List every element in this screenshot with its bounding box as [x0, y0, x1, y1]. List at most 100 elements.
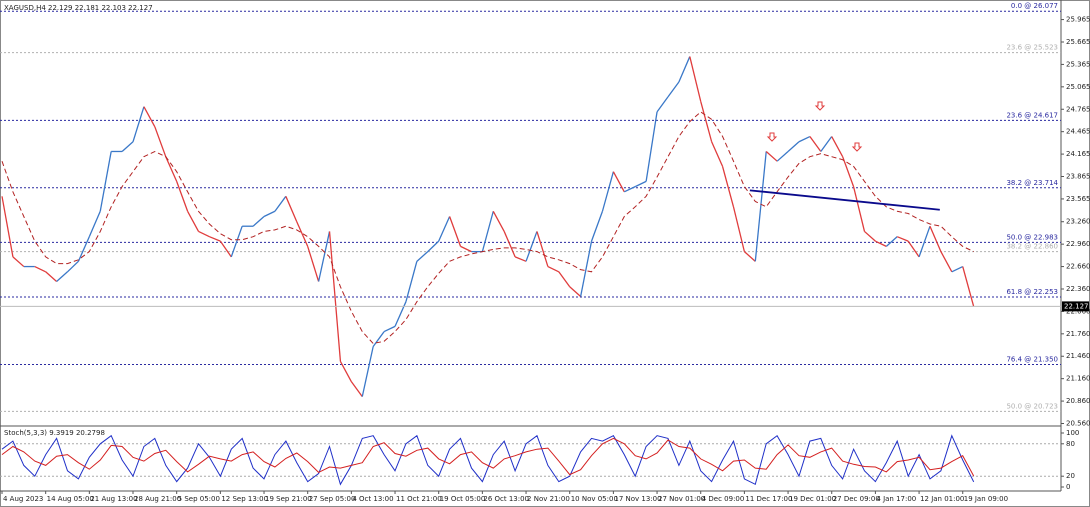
- price-segment: [558, 271, 571, 288]
- price-segment: [45, 271, 58, 282]
- price-segment: [940, 251, 953, 273]
- price-segment: [285, 196, 298, 222]
- price-segment: [187, 210, 200, 232]
- price-segment: [754, 151, 767, 262]
- price-segment: [852, 186, 866, 232]
- x-tick-label: 2 Nov 21:00: [527, 495, 570, 503]
- price-segment: [885, 236, 898, 247]
- price-segment: [579, 241, 593, 297]
- fib-label: 38.2 @ 23.714: [1006, 179, 1058, 187]
- chart-title: XAGUSD,H4 22.129 22.181 22.103 22.127: [4, 4, 153, 12]
- price-segment: [590, 211, 604, 242]
- price-segment: [209, 236, 221, 242]
- price-segment: [219, 240, 232, 258]
- price-segment: [460, 245, 472, 253]
- price-segment: [907, 240, 920, 258]
- price-segment: [263, 210, 276, 218]
- price-segment: [656, 96, 669, 113]
- neckline: [749, 189, 940, 211]
- x-tick-label: 11 Dec 17:00: [745, 495, 792, 503]
- price-segment: [514, 256, 527, 262]
- price-segment: [765, 150, 778, 162]
- y-tick-label: 0: [1066, 483, 1070, 491]
- y-tick-label: 80: [1066, 440, 1075, 448]
- price-segment: [864, 230, 876, 242]
- price-segment: [165, 156, 178, 182]
- price-segment: [198, 230, 210, 238]
- y-tick-label: 23.260: [1066, 218, 1090, 226]
- price-segment: [132, 106, 145, 142]
- price-segment: [700, 101, 713, 142]
- fib-label: 0.0 @ 26.077: [1011, 2, 1058, 10]
- y-tick-label: 25.965: [1066, 16, 1090, 24]
- price-segment: [405, 261, 418, 302]
- fib-label: 38.2 @ 22.860: [1006, 243, 1058, 251]
- y-tick-label: 20.560: [1066, 420, 1090, 428]
- x-tick-label: 19 Oct 05:00: [440, 495, 486, 503]
- price-segment: [176, 181, 189, 212]
- price-segment: [525, 231, 538, 262]
- price-segment: [547, 265, 560, 273]
- series-line: [1, 111, 974, 345]
- x-tick-label: 12 Sep 13:00: [221, 495, 268, 503]
- price-segment: [350, 381, 363, 397]
- price-segment: [787, 141, 800, 152]
- x-tick-label: 19 Sep 21:00: [265, 495, 312, 503]
- x-tick-label: 28 Aug 21:00: [134, 495, 181, 503]
- price-segment: [372, 331, 385, 347]
- price-segment: [383, 325, 396, 333]
- y-tick-label: 24.765: [1066, 105, 1090, 113]
- y-tick-label: 25.065: [1066, 83, 1090, 91]
- price-segment: [929, 225, 942, 252]
- price-segment: [798, 135, 811, 143]
- price-segment: [361, 346, 374, 397]
- price-segment: [721, 166, 735, 207]
- price-segment: [896, 236, 909, 242]
- fib-label: 23.6 @ 24.617: [1006, 111, 1058, 119]
- x-tick-label: 4 Dec 09:00: [702, 495, 745, 503]
- y-tick-label: 22.060: [1066, 307, 1090, 315]
- price-segment: [634, 180, 647, 188]
- price-segment: [449, 216, 462, 247]
- price-segment: [88, 211, 101, 237]
- x-tick-label: 4 Jan 17:00: [876, 495, 916, 503]
- price-segment: [667, 81, 680, 98]
- price-segment: [1, 196, 14, 257]
- y-tick-label: 25.665: [1066, 38, 1090, 46]
- price-segment: [831, 136, 844, 158]
- price-segment: [394, 301, 407, 327]
- x-tick-label: 12 Jan 01:00: [920, 495, 964, 503]
- y-tick-label: 22.960: [1066, 240, 1090, 248]
- chart-title: Stoch(5,3,3) 9.3919 20.2798: [4, 429, 105, 437]
- price-segment: [328, 231, 342, 362]
- y-tick-label: 25.365: [1066, 60, 1090, 68]
- y-tick-label: 21.160: [1066, 375, 1090, 383]
- price-segment: [307, 246, 320, 282]
- price-segment: [711, 141, 724, 167]
- x-tick-label: 26 Oct 13:00: [483, 495, 529, 503]
- fib-label: 61.8 @ 22.253: [1006, 288, 1058, 296]
- price-segment: [820, 136, 833, 152]
- shoulder-marker: [766, 132, 778, 142]
- x-tick-label: 4 Aug 2023: [3, 495, 43, 503]
- price-segment: [601, 171, 615, 212]
- price-segment: [99, 151, 112, 212]
- last-price-label: 22.127: [1064, 302, 1089, 310]
- price-segment: [77, 236, 90, 262]
- pattern-markers: [766, 101, 863, 152]
- shoulder-marker: [851, 142, 863, 152]
- y-tick-label: 21.460: [1066, 352, 1090, 360]
- price-segment: [743, 251, 756, 262]
- x-tick-label: 19 Dec 01:00: [789, 495, 836, 503]
- price-segment: [339, 361, 352, 382]
- price-segment: [317, 231, 331, 282]
- y-tick-label: 23.865: [1066, 173, 1090, 181]
- price-segment: [776, 150, 789, 162]
- x-tick-label: 5 Sep 05:00: [178, 495, 220, 503]
- y-tick-label: 24.465: [1066, 128, 1090, 136]
- last-price-box: [1062, 301, 1089, 312]
- x-tick-label: 27 Nov 01:00: [658, 495, 705, 503]
- fib-label: 76.4 @ 21.350: [1006, 355, 1058, 363]
- x-tick-label: 10 Nov 05:00: [571, 495, 618, 503]
